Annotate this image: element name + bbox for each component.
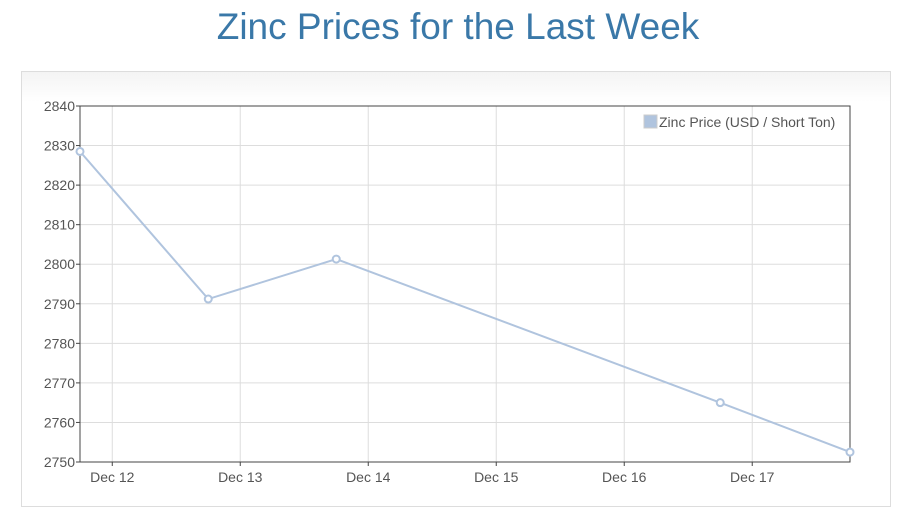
- y-tick-label: 2790: [44, 296, 75, 312]
- x-tick-label: Dec 15: [474, 469, 519, 485]
- data-point: [331, 254, 341, 264]
- x-tick-label: Dec 17: [730, 469, 775, 485]
- y-tick-label: 2830: [44, 138, 75, 154]
- chart-card: 2750 2760 2770 2780 2790 2800 2810 2820 2830 2840…: [21, 71, 891, 507]
- page-title: Zinc Prices for the Last Week: [216, 6, 700, 47]
- legend-label: Zinc Price (USD / Short Ton): [659, 114, 835, 130]
- series-line: [79, 150, 851, 454]
- y-tick-label: 2770: [44, 375, 75, 391]
- data-point: [75, 146, 85, 156]
- y-tick-label: 2750: [44, 454, 75, 470]
- y-tick-label: 2800: [44, 256, 75, 272]
- x-tick-label: Dec 14: [346, 469, 391, 485]
- y-tick-label: 2820: [44, 177, 75, 193]
- y-tick-label: 2780: [44, 335, 75, 351]
- grid: [80, 105, 850, 463]
- x-tick-label: Dec 16: [602, 469, 647, 485]
- x-axis: Dec 12 Dec 13 Dec 14 Dec 15 Dec 16 Dec 17: [90, 462, 775, 485]
- y-tick-label: 2840: [44, 98, 75, 114]
- plot-border: [79, 105, 851, 463]
- legend-swatch: [643, 114, 658, 129]
- y-tick-label: 2810: [44, 217, 75, 233]
- x-tick-label: Dec 13: [218, 469, 263, 485]
- series: [75, 146, 855, 457]
- y-axis: 2750 2760 2770 2780 2790 2800 2810 2820 2830 2840: [44, 98, 80, 470]
- data-point: [845, 447, 855, 457]
- data-point: [715, 398, 725, 408]
- legend: Zinc Price (USD / Short Ton): [643, 114, 835, 130]
- line-chart: 2750 2760 2770 2780 2790 2800 2810 2820 2830 2840…: [44, 98, 855, 485]
- data-point: [203, 294, 213, 304]
- x-tick-label: Dec 12: [90, 469, 135, 485]
- y-tick-label: 2760: [44, 414, 75, 430]
